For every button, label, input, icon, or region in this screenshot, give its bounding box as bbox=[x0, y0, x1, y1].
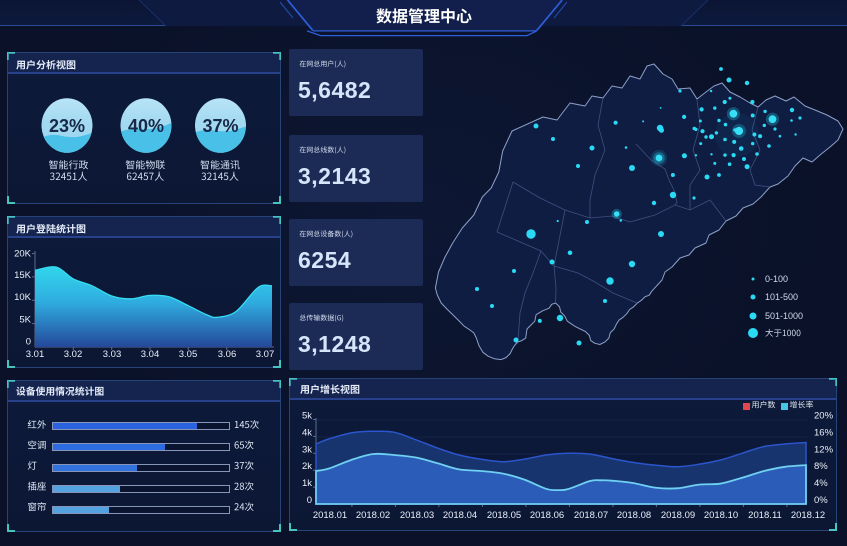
svg-text:3.05: 3.05 bbox=[179, 349, 198, 360]
svg-text:2018.05: 2018.05 bbox=[487, 510, 521, 521]
svg-text:3.07: 3.07 bbox=[256, 349, 275, 360]
svg-text:2k: 2k bbox=[302, 461, 312, 472]
svg-text:4k: 4k bbox=[302, 427, 312, 438]
svg-text:40%: 40% bbox=[128, 116, 164, 136]
svg-text:5K: 5K bbox=[19, 314, 31, 325]
svg-text:101-500: 101-500 bbox=[765, 292, 798, 302]
svg-text:2018.10: 2018.10 bbox=[704, 510, 738, 521]
svg-text:37%: 37% bbox=[202, 116, 238, 136]
svg-text:0%: 0% bbox=[814, 495, 828, 506]
svg-text:2018.06: 2018.06 bbox=[530, 510, 564, 521]
svg-text:3.06: 3.06 bbox=[218, 349, 237, 360]
svg-text:8%: 8% bbox=[814, 461, 828, 472]
svg-text:2018.04: 2018.04 bbox=[443, 510, 477, 521]
svg-text:3.02: 3.02 bbox=[64, 349, 83, 360]
svg-text:15K: 15K bbox=[14, 270, 32, 281]
svg-text:1k: 1k bbox=[302, 478, 312, 489]
svg-text:0-100: 0-100 bbox=[765, 274, 788, 284]
svg-text:0: 0 bbox=[307, 495, 312, 506]
svg-text:2018.11: 2018.11 bbox=[748, 510, 782, 521]
svg-text:2018.12: 2018.12 bbox=[791, 510, 825, 521]
svg-text:4%: 4% bbox=[814, 478, 828, 489]
svg-text:3.01: 3.01 bbox=[26, 349, 45, 360]
svg-text:23%: 23% bbox=[49, 116, 85, 136]
svg-text:20%: 20% bbox=[814, 411, 834, 422]
svg-text:12%: 12% bbox=[814, 444, 834, 455]
svg-text:3.04: 3.04 bbox=[141, 349, 160, 360]
svg-text:2018.02: 2018.02 bbox=[356, 510, 390, 521]
svg-text:2018.08: 2018.08 bbox=[617, 510, 651, 521]
svg-text:2018.07: 2018.07 bbox=[574, 510, 608, 521]
svg-text:2018.09: 2018.09 bbox=[661, 510, 695, 521]
svg-text:0: 0 bbox=[26, 337, 31, 348]
svg-text:2018.03: 2018.03 bbox=[400, 510, 434, 521]
svg-text:2018.01: 2018.01 bbox=[313, 510, 347, 521]
svg-text:10K: 10K bbox=[14, 292, 32, 303]
svg-text:3.03: 3.03 bbox=[103, 349, 122, 360]
svg-text:20K: 20K bbox=[14, 249, 32, 260]
svg-text:5k: 5k bbox=[302, 411, 312, 422]
svg-text:16%: 16% bbox=[814, 427, 834, 438]
svg-text:3k: 3k bbox=[302, 444, 312, 455]
svg-text:501-1000: 501-1000 bbox=[765, 311, 803, 321]
